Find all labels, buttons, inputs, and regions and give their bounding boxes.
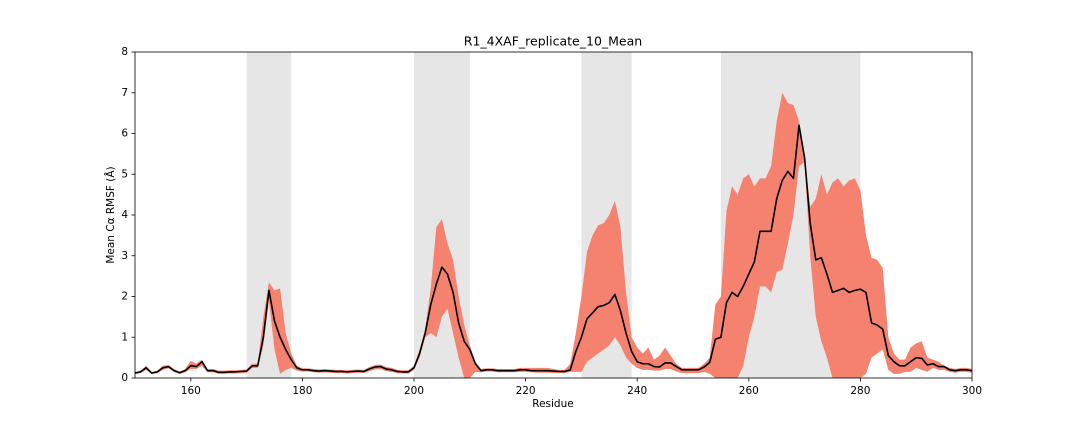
mean-line bbox=[135, 124, 972, 374]
y-tick-label: 6 bbox=[121, 128, 128, 140]
x-tick-label: 300 bbox=[962, 385, 982, 397]
x-tick-label: 220 bbox=[516, 385, 536, 397]
x-tick-label: 160 bbox=[181, 385, 201, 397]
x-axis-label: Residue bbox=[532, 398, 573, 410]
y-tick-label: 5 bbox=[121, 168, 128, 180]
x-tick-label: 200 bbox=[404, 385, 424, 397]
y-tick-label: 3 bbox=[121, 250, 128, 262]
y-tick-label: 4 bbox=[121, 209, 128, 221]
y-tick-label: 8 bbox=[121, 46, 128, 58]
y-tick-label: 2 bbox=[121, 291, 128, 303]
y-tick-label: 7 bbox=[121, 87, 128, 99]
x-tick-label: 180 bbox=[292, 385, 312, 397]
x-tick-label: 260 bbox=[739, 385, 759, 397]
chart-title: R1_4XAF_replicate_10_Mean bbox=[464, 34, 642, 49]
error-band bbox=[135, 92, 972, 378]
x-tick-label: 240 bbox=[627, 385, 647, 397]
y-tick-label: 0 bbox=[121, 372, 128, 384]
y-axis-label: Mean Cα RMSF (Å) bbox=[104, 166, 117, 263]
x-tick-label: 280 bbox=[850, 385, 870, 397]
y-tick-label: 1 bbox=[121, 331, 128, 343]
